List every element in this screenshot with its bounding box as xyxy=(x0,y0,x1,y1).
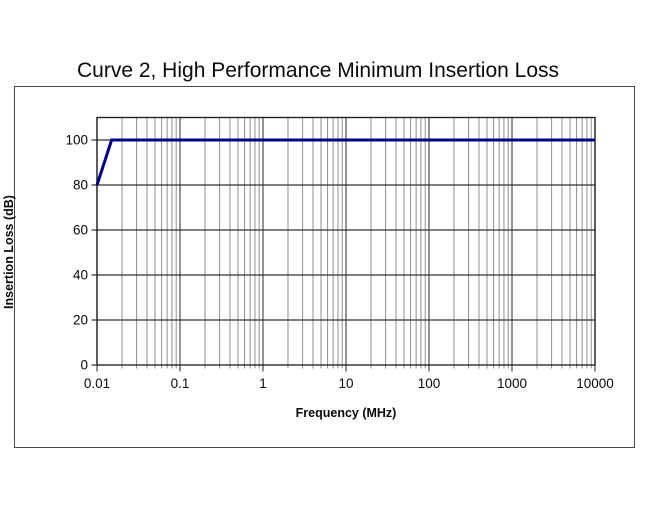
x-tick-label: 10000 xyxy=(576,376,614,391)
x-tick-label: 1000 xyxy=(497,376,527,391)
x-tick-label: 100 xyxy=(418,376,441,391)
y-tick-label: 40 xyxy=(73,268,88,283)
chart-title: Curve 2, High Performance Minimum Insert… xyxy=(76,59,559,82)
y-tick-label: 80 xyxy=(73,178,88,193)
x-tick-label: 0.1 xyxy=(171,376,190,391)
x-tick-label: 0.01 xyxy=(84,376,110,391)
x-tick-label: 1 xyxy=(259,376,267,391)
x-tick-label: 10 xyxy=(338,376,353,391)
chart-outer-frame xyxy=(14,86,635,448)
y-tick-label: 20 xyxy=(73,313,88,328)
x-axis-title: Frequency (MHz) xyxy=(295,406,397,420)
y-tick-label: 100 xyxy=(65,133,88,148)
insertion-loss-curve xyxy=(95,138,595,186)
y-tick-label: 60 xyxy=(73,223,88,238)
plot-frame xyxy=(96,116,596,366)
y-axis-title: Insertion Loss (dB) xyxy=(2,195,16,309)
y-tick-label: 0 xyxy=(80,358,88,373)
